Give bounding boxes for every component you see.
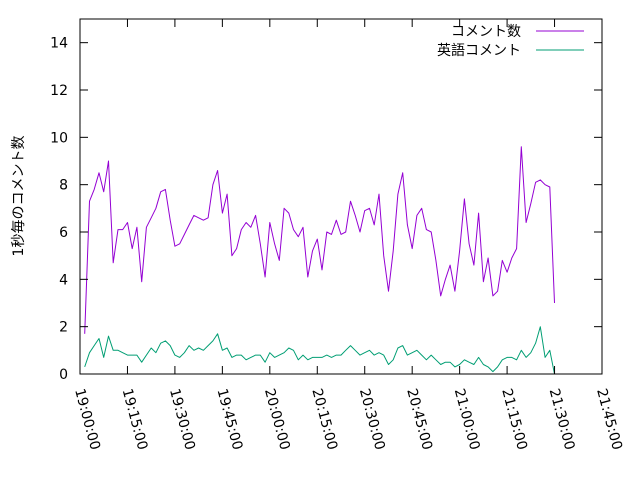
x-tick-label: 21:45:00 [593,387,625,452]
series-line-2 [84,326,555,375]
y-tick-label: 14 [50,36,68,52]
x-tick-label: 20:15:00 [308,387,340,452]
series-layer [84,146,555,375]
y-tick-label: 4 [59,272,68,288]
y-tick-label: 0 [59,367,68,383]
x-tick-label: 19:15:00 [119,387,151,452]
x-tick-label: 19:00:00 [71,387,103,452]
y-tick-label: 10 [50,130,68,146]
series-line-1 [84,146,555,334]
x-tick-label: 20:00:00 [261,387,293,452]
x-axis: 19:00:00 19:15:00 19:30:00 19:45:00 20:00:00… [71,19,625,452]
x-tick-label: 21:15:00 [498,387,530,452]
y-axis-title: 1秒毎のコメント数 [11,136,27,257]
y-tick-label: 6 [59,225,68,241]
x-tick-label: 19:30:00 [166,387,198,452]
x-tick-label: 21:30:00 [546,387,578,452]
x-tick-label: 20:30:00 [356,387,388,452]
x-tick-label: 19:45:00 [213,387,245,452]
x-tick-label: 20:45:00 [403,387,435,452]
plot-frame [79,18,603,375]
y-axis: 0 2 4 6 8 10 12 14 [50,36,602,383]
x-tick-label: 21:00:00 [451,387,483,452]
y-tick-label: 12 [50,83,68,99]
legend-label-2: 英語コメント [437,42,521,59]
y-tick-label: 8 [59,178,68,194]
y-tick-label: 2 [59,320,68,336]
legend-label-1: コメント数 [451,24,521,40]
